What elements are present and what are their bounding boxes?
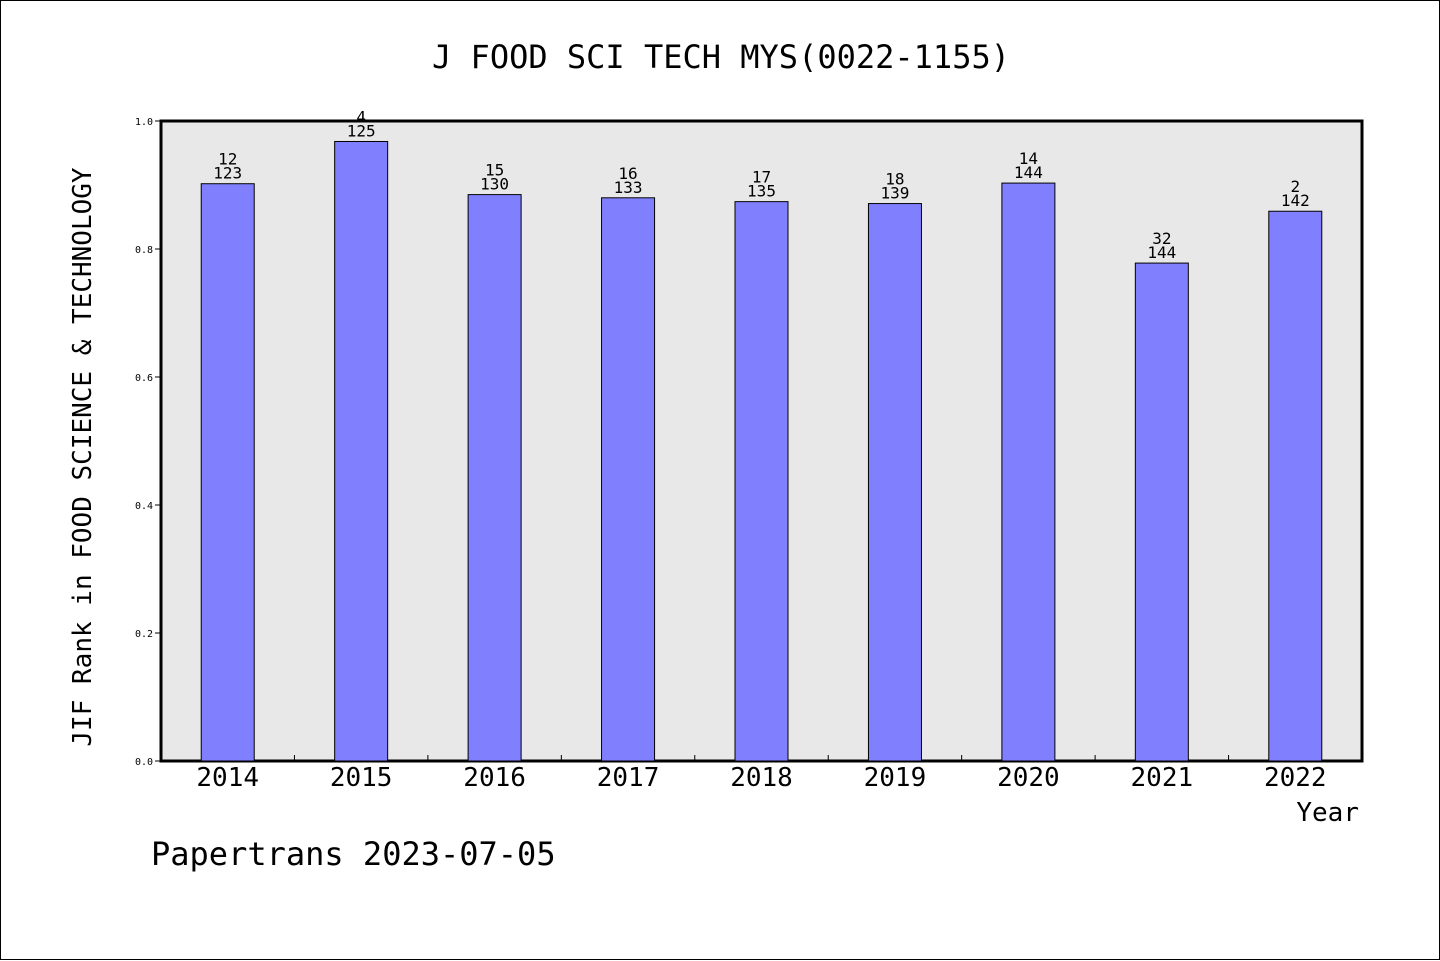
bar-2017 (601, 197, 656, 762)
y-axis: 0.0 0.2 0.4 0.6 0.8 1.0 (135, 117, 161, 768)
y-axis-title: JIF Rank in FOOD SCIENCE & TECHNOLOGY (68, 167, 98, 747)
bar-2016 (467, 194, 522, 762)
bar-total-label: 133 (614, 178, 643, 197)
bar-rank-label: 17 (752, 168, 771, 187)
x-tick-label: 2016 (463, 763, 526, 793)
x-axis-title: Year (1296, 798, 1359, 828)
bar-2018 (734, 201, 789, 762)
bar-rank-label: 18 (885, 170, 904, 189)
bar-total-label: 142 (1281, 191, 1310, 210)
bar-2021 (1134, 262, 1189, 762)
bar-rank-label: 2 (1290, 177, 1300, 196)
bar-rank-label: 12 (218, 150, 237, 169)
chart-title: J FOOD SCI TECH MYS(0022-1155) (432, 38, 1010, 76)
bar-2020 (1001, 182, 1056, 762)
bar-rank-label: 15 (485, 161, 504, 180)
bar-rank-label: 4 (356, 107, 366, 126)
bar-series (200, 140, 1323, 762)
bar-total-label: 144 (1014, 163, 1043, 182)
bar-total-label: 125 (347, 121, 376, 140)
bar-2015 (334, 140, 389, 762)
y-tick-label: 0.0 (135, 757, 153, 768)
x-tick-label: 2018 (730, 763, 793, 793)
y-tick-label: 0.4 (135, 501, 153, 512)
bar-2022 (1268, 210, 1323, 762)
x-tick-label: 2022 (1264, 763, 1327, 793)
bar-2014 (200, 183, 255, 762)
bar-total-label: 130 (480, 175, 509, 194)
x-axis: 2014 2015 2016 2017 2018 2019 2020 2021 2022 (196, 755, 1327, 793)
y-tick-label: 1.0 (135, 117, 153, 128)
bar-rank-label: 32 (1152, 229, 1171, 248)
bar-total-label: 144 (1147, 243, 1176, 262)
bar-rank-label: 16 (618, 164, 637, 183)
x-tick-label: 2014 (196, 763, 259, 793)
x-tick-label: 2019 (864, 763, 927, 793)
bar-total-label: 139 (880, 184, 909, 203)
bar-2019 (867, 203, 922, 762)
bar-total-label: 123 (213, 164, 242, 183)
x-tick-label: 2021 (1131, 763, 1194, 793)
y-tick-label: 0.2 (135, 629, 153, 640)
y-tick-label: 0.8 (135, 245, 153, 256)
y-tick-label: 0.6 (135, 373, 153, 384)
bar-total-label: 135 (747, 182, 776, 201)
x-tick-label: 2015 (330, 763, 393, 793)
x-tick-label: 2017 (597, 763, 660, 793)
footer-credit: Papertrans 2023-07-05 (151, 835, 556, 873)
bar-labels: 1212341251513016133171351813914144321442… (213, 107, 1309, 262)
bar-rank-label: 14 (1019, 149, 1038, 168)
x-tick-label: 2020 (997, 763, 1060, 793)
